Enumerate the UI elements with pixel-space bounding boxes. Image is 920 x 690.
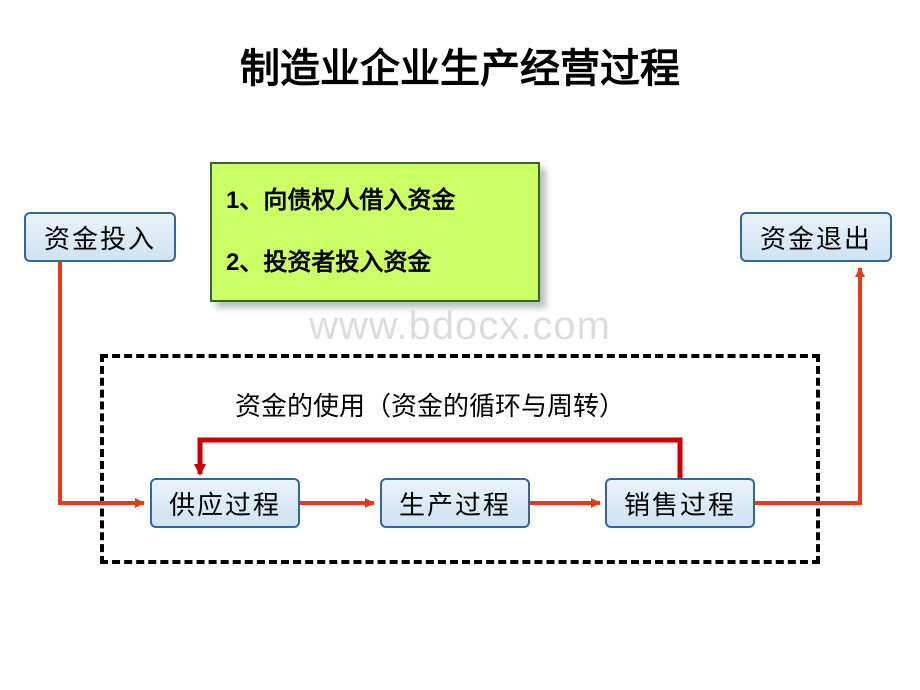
note-line-2: 2、投资者投入资金 — [226, 244, 524, 282]
usage-label: 资金的使用（资金的循环与周转） — [235, 386, 625, 423]
node-capital-exit: 资金退出 — [740, 212, 892, 262]
note-box: 1、向债权人借入资金 2、投资者投入资金 — [210, 162, 540, 302]
node-capital-input: 资金投入 — [24, 212, 176, 262]
note-line-1: 1、向债权人借入资金 — [226, 182, 524, 220]
page-title: 制造业企业生产经营过程 — [0, 36, 920, 94]
watermark: www.bdocx.com — [0, 304, 920, 349]
